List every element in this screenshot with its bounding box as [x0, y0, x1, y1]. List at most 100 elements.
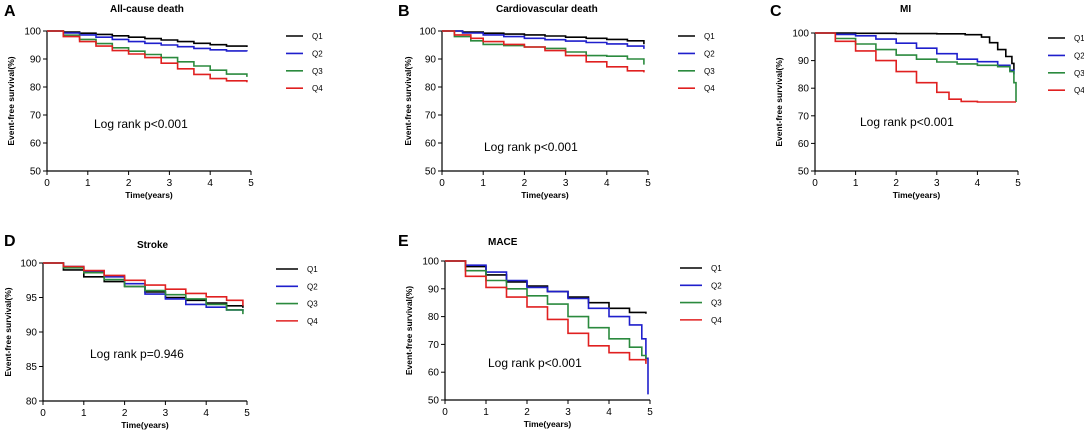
- panel-letter: B: [398, 3, 410, 20]
- y-tick-label: 90: [428, 284, 440, 295]
- legend-label: Q3: [312, 67, 323, 76]
- legend-label: Q3: [307, 300, 318, 309]
- y-tick-label: 80: [425, 83, 437, 94]
- y-tick-label: 80: [30, 83, 42, 94]
- x-tick-label: 1: [853, 178, 859, 189]
- y-tick-label: 50: [798, 167, 810, 178]
- y-tick-label: 80: [26, 397, 38, 408]
- log-rank-annotation: Log rank p<0.001: [94, 117, 188, 131]
- legend-label: Q4: [711, 316, 722, 325]
- x-tick-label: 2: [126, 178, 132, 189]
- series-line-q2: [47, 30, 248, 52]
- y-tick-label: 100: [422, 257, 439, 268]
- x-tick-label: 5: [244, 408, 250, 419]
- x-tick-label: 0: [40, 408, 46, 419]
- legend-label: Q1: [307, 265, 318, 274]
- y-tick-label: 90: [425, 55, 437, 66]
- legend: Q1 Q2 Q3 Q4: [286, 32, 323, 93]
- legend-label: Q2: [704, 49, 715, 58]
- x-tick-label: 1: [81, 408, 87, 419]
- y-tick-label: 100: [792, 29, 809, 40]
- x-tick-label: 4: [975, 178, 981, 189]
- y-tick-label: 50: [425, 167, 437, 178]
- legend-label: Q1: [1074, 34, 1084, 43]
- x-tick-label: 0: [442, 407, 448, 418]
- log-rank-annotation: Log rank p<0.001: [484, 140, 578, 154]
- y-tick-label: 70: [798, 111, 810, 122]
- x-axis-title: Time(years): [524, 419, 572, 429]
- y-axis-title: Event-free survival(%): [6, 56, 16, 145]
- series-line-q1: [815, 32, 1015, 71]
- panel-title: MACE: [488, 237, 518, 248]
- y-tick-label: 100: [419, 27, 436, 38]
- legend: Q1 Q2 Q3 Q4: [1048, 34, 1084, 95]
- x-tick-label: 5: [647, 407, 653, 418]
- y-tick-label: 70: [30, 111, 42, 122]
- panel-e: E MACE 50 60 70 80 90 100 0 1 2 3 4 5 Time(years) Event…: [398, 233, 722, 429]
- x-tick-label: 5: [1015, 178, 1021, 189]
- y-tick-label: 90: [798, 56, 810, 67]
- x-tick-label: 2: [122, 408, 128, 419]
- x-axis-title: Time(years): [893, 190, 941, 200]
- y-axis-title: Event-free survival(%): [403, 56, 413, 145]
- series-line-q4: [442, 30, 645, 73]
- x-tick-label: 0: [812, 178, 818, 189]
- y-tick-label: 60: [798, 139, 810, 150]
- y-tick-label: 50: [30, 167, 42, 178]
- x-tick-label: 5: [645, 178, 651, 189]
- x-tick-label: 2: [522, 178, 528, 189]
- x-tick-label: 4: [207, 178, 213, 189]
- legend-label: Q2: [312, 49, 323, 58]
- x-tick-label: 3: [163, 408, 169, 419]
- y-tick-label: 60: [425, 139, 437, 150]
- log-rank-annotation: Log rank p<0.001: [488, 356, 582, 370]
- panel-c: C MI 50 60 70 80 90 100 0 1 2 3 4 5 Time(years) Event-f…: [770, 3, 1084, 200]
- legend-label: Q4: [307, 317, 318, 326]
- x-tick-label: 1: [85, 178, 91, 189]
- legend-label: Q3: [704, 67, 715, 76]
- legend-label: Q2: [711, 281, 722, 290]
- series-line-q4: [815, 32, 1016, 103]
- series-line-q2: [815, 32, 1015, 75]
- panel-b: B Cardiovascular death 50 60 70 80 90 100 0 1 2 3 4 5…: [398, 3, 715, 200]
- series-line-q4: [43, 262, 244, 306]
- y-tick-label: 90: [26, 328, 38, 339]
- x-tick-label: 5: [248, 178, 254, 189]
- y-tick-label: 100: [24, 27, 41, 38]
- legend-label: Q1: [711, 264, 722, 273]
- x-tick-label: 3: [167, 178, 173, 189]
- x-tick-label: 1: [483, 407, 489, 418]
- legend-label: Q4: [1074, 86, 1084, 95]
- y-tick-label: 80: [798, 84, 810, 95]
- y-tick-label: 50: [428, 396, 440, 407]
- x-tick-label: 4: [203, 408, 209, 419]
- x-tick-label: 2: [893, 178, 899, 189]
- x-axis-title: Time(years): [521, 190, 569, 200]
- legend-label: Q4: [312, 84, 323, 93]
- y-axis-title: Event-free survival(%): [3, 287, 13, 376]
- x-tick-label: 0: [439, 178, 445, 189]
- series-line-q2: [445, 260, 649, 395]
- panel-letter: D: [4, 233, 16, 250]
- x-tick-label: 1: [480, 178, 486, 189]
- panel-title: Cardiovascular death: [496, 4, 598, 15]
- y-tick-label: 95: [26, 293, 38, 304]
- x-tick-label: 3: [563, 178, 569, 189]
- x-tick-label: 3: [934, 178, 940, 189]
- log-rank-annotation: Log rank p=0.946: [90, 347, 184, 361]
- panel-a: A All-cause death 50 60 70 80 90 100 0 1 2 3 4 5 Time(…: [4, 3, 323, 200]
- panel-letter: E: [398, 233, 409, 250]
- x-tick-label: 0: [44, 178, 50, 189]
- panel-letter: A: [4, 3, 16, 20]
- legend-label: Q1: [704, 32, 715, 41]
- y-tick-label: 70: [428, 340, 440, 351]
- legend: Q1 Q2 Q3 Q4: [276, 265, 318, 326]
- x-axis-title: Time(years): [121, 420, 169, 430]
- panel-title: MI: [900, 4, 911, 15]
- legend: Q1 Q2 Q3 Q4: [680, 264, 722, 325]
- y-tick-label: 90: [30, 55, 42, 66]
- x-tick-label: 4: [604, 178, 610, 189]
- panel-title: Stroke: [137, 240, 169, 251]
- legend: Q1 Q2 Q3 Q4: [678, 32, 715, 93]
- x-axis-title: Time(years): [125, 190, 173, 200]
